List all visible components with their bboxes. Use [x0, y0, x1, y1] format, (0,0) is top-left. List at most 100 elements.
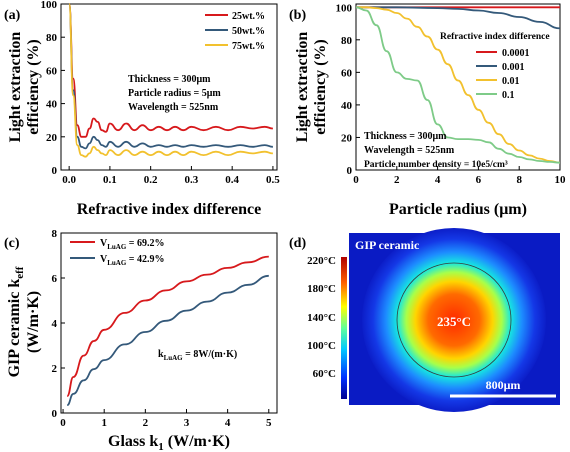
panel-b-series: [355, 6, 561, 164]
x-tick-label: 4: [435, 174, 441, 186]
panel-a-annotation-wavelength: Wavelength = 525nm: [128, 102, 219, 113]
colorbar-label-220: 220°C: [307, 255, 336, 267]
panel-b-legend: Refractive index difference 0.0001 0.001…: [440, 32, 550, 101]
x-tick-label: 0.5: [266, 174, 280, 186]
panel-c-annotation-sub: LuAG: [164, 354, 184, 362]
heatmap-hotspot: [362, 228, 546, 412]
colorbar-label-180: 180°C: [307, 283, 336, 295]
y-tick-label: 0: [52, 408, 58, 420]
panel-c-xlabel: Glass k1 (W/m·K): [108, 433, 230, 452]
x-tick-label: 2: [143, 417, 149, 429]
panel-c-ylabel-main: GIP ceramic k: [6, 279, 23, 378]
series-line-VLuAG-42.9-: [66, 274, 269, 406]
panel-c-ticks: 0 1 2 3 4 5 0 2 4 6 8: [52, 228, 273, 429]
panel-a-ylabel-line2: efficiency (%): [25, 39, 42, 135]
panel-b-frame: [355, 3, 561, 171]
panel-a-ylabel-line1: Light extraction: [7, 32, 24, 143]
y-tick-label: 8: [52, 228, 58, 240]
y-tick-label: 80: [46, 32, 58, 44]
panel-a-xlabel: Refractive index difference: [77, 201, 262, 218]
legend-v429-main: V: [100, 254, 108, 265]
panel-c-label: (c): [4, 236, 20, 251]
legend-v429-sub: LuAG: [107, 259, 127, 267]
panel-a-label: (a): [4, 8, 21, 23]
x-tick-label: 0: [60, 417, 66, 429]
y-tick-label: 0: [52, 165, 58, 177]
heatmap-colorbar: [341, 257, 347, 399]
panel-d: (d) 220°C 180°C 140°C 100°C 60°C GIP cer…: [289, 228, 560, 412]
panel-a-annotation-thickness: Thickness = 300μm: [128, 74, 211, 85]
y-tick-label: 20: [341, 132, 353, 144]
x-tick-label: 0.0: [62, 174, 76, 186]
heatmap-center-label: 235°C: [437, 314, 471, 329]
panel-b-annotation-wavelength: Wavelength = 525nm: [364, 145, 455, 156]
legend-label-v692: VLuAG = 69.2%: [100, 238, 165, 251]
panel-b-xlabel: Particle radius (μm): [389, 201, 527, 218]
y-tick-label: 100: [41, 0, 58, 11]
panel-c-annotation-main: k: [158, 349, 164, 360]
colorbar-label-140: 140°C: [307, 312, 336, 324]
panel-b-annotation-thickness: Thickness = 300μm: [364, 131, 447, 142]
legend-label-0.001: 0.001: [502, 62, 525, 73]
panel-c-frame: [60, 232, 278, 414]
colorbar-tick-labels: 220°C 180°C 140°C 100°C 60°C: [307, 255, 336, 380]
y-tick-label: 40: [341, 100, 353, 112]
series-line-0.1: [355, 6, 561, 164]
panel-b-annotation-density: Particle number density = 10e5/cm³: [364, 160, 508, 170]
panel-c-series: [66, 255, 269, 406]
panel-c-xlabel-unit: (W/m·K): [164, 433, 230, 450]
legend-v692-rest: = 69.2%: [126, 238, 164, 249]
x-tick-label: 5: [266, 417, 272, 429]
panel-c-ylabel-sub: eff: [14, 266, 26, 279]
heatmap-ceramic-boundary: [396, 262, 512, 378]
panel-c-ylabel-line1: GIP ceramic keff: [6, 266, 26, 377]
x-tick-label: 0: [353, 174, 359, 186]
legend-label-75wt: 75wt.%: [232, 41, 265, 52]
y-tick-label: 80: [341, 35, 353, 47]
y-tick-label: 2: [52, 363, 58, 375]
panel-c-xlabel-main: Glass k: [108, 433, 158, 450]
series-line-25wt.-: [68, 3, 273, 138]
x-tick-label: 0.3: [185, 174, 199, 186]
panel-b-label: (b): [289, 8, 306, 23]
panel-a-frame: [60, 3, 278, 171]
legend-label-0.1: 0.1: [502, 90, 515, 101]
x-tick-label: 10: [555, 174, 567, 186]
x-tick-label: 4: [225, 417, 231, 429]
colorbar-label-60: 60°C: [313, 368, 336, 380]
panel-c-annotation: kLuAG = 8W/(m·K): [158, 349, 237, 362]
panel-b-ylabel-line1: Light extraction: [294, 32, 311, 143]
series-line-VLuAG-69.2-: [66, 255, 269, 397]
y-tick-label: 0: [347, 165, 353, 177]
panel-c-xlabel-sub: 1: [158, 441, 164, 452]
panel-c-legend: VLuAG = 69.2% VLuAG = 42.9%: [70, 238, 165, 267]
panel-a-series: [68, 3, 273, 158]
legend-label-25wt: 25wt.%: [232, 11, 265, 22]
y-tick-label: 40: [46, 99, 58, 111]
series-line-50wt.-: [68, 3, 273, 150]
x-tick-label: 3: [184, 417, 190, 429]
panel-a: (a) 0.0 0.1 0.2 0.3 0.4 0.5 0 20 40 60 80 100 Refra…: [4, 0, 280, 218]
panel-c: (c) 0 1 2 3 4 5 0 2 4 6 8 Glass k1 (W/m·K) GIP cer…: [4, 228, 278, 452]
legend-v692-sub: LuAG: [107, 243, 127, 251]
y-tick-label: 20: [46, 132, 58, 144]
panel-a-legend: 25wt.% 50wt.% 75wt.%: [205, 11, 265, 52]
panel-b-ylabel-line2: efficiency (%): [312, 39, 329, 135]
heatmap-title: GIP ceramic: [355, 238, 420, 252]
y-tick-label: 6: [52, 273, 58, 285]
legend-v692-main: V: [100, 238, 108, 249]
panel-b-legend-title: Refractive index difference: [440, 32, 550, 42]
legend-label-50wt: 50wt.%: [232, 26, 265, 37]
panel-c-annotation-rest: = 8W/(m·K): [183, 349, 238, 360]
y-tick-label: 60: [46, 65, 58, 77]
x-tick-label: 2: [394, 174, 400, 186]
y-tick-label: 100: [336, 2, 353, 14]
x-tick-label: 0.2: [144, 174, 158, 186]
legend-label-0.0001: 0.0001: [502, 48, 530, 59]
series-line-75wt.-: [68, 3, 273, 158]
series-line-0.01: [356, 6, 561, 164]
series-line-0.001: [356, 6, 561, 30]
